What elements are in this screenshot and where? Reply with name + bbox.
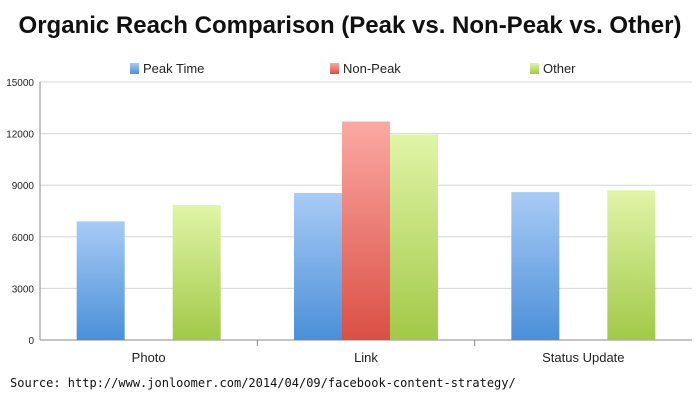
bar-non-peak-link [342,121,390,340]
legend-swatch [530,63,539,74]
x-category-label: Status Update [542,350,624,365]
source-note: Source: http://www.jonloomer.com/2014/04… [10,376,516,390]
legend-swatch [330,63,339,74]
y-tick-label: 9000 [12,181,35,192]
bar-other-status-update [607,190,656,340]
axes: 0 3000 6000 9000 12000 15000 Photo Link Status U… [6,78,624,365]
y-tick-label: 12000 [6,130,34,141]
y-tick-label: 15000 [6,78,34,89]
legend: Peak Time Non-Peak Other [130,61,576,76]
chart-title: Organic Reach Comparison (Peak vs. Non-P… [18,12,682,39]
y-tick-label: 0 [28,336,34,347]
legend-label: Non-Peak [343,61,401,76]
legend-label: Other [543,61,576,76]
bar-other-link [390,134,438,340]
legend-swatch [130,63,139,74]
bar-other-photo [172,204,221,340]
bar-peak-time-photo [76,221,125,340]
x-category-label: Link [354,350,378,365]
y-tick-label: 3000 [12,284,35,295]
bars [76,121,656,340]
legend-label: Peak Time [143,61,204,76]
y-tick-label: 6000 [12,233,35,244]
bar-peak-time-status-update [511,192,560,340]
bar-peak-time-link [294,192,342,340]
x-category-label: Photo [132,350,166,365]
